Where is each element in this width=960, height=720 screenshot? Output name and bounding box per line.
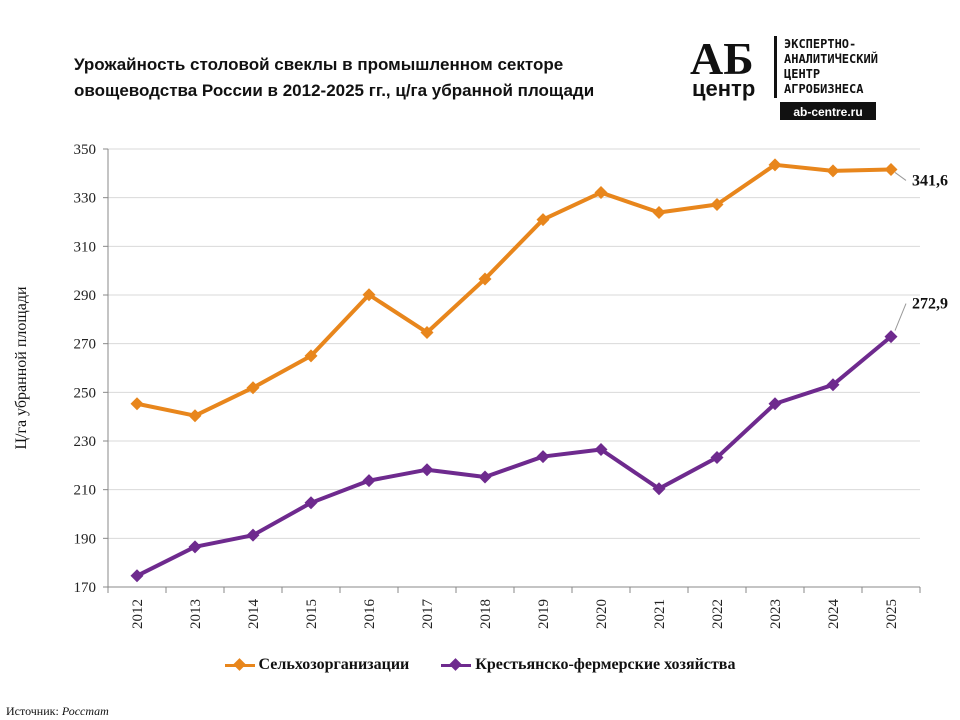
point-series-2-2013 [188, 540, 202, 554]
logo-url-box [780, 102, 876, 120]
point-series-2-2025 [884, 330, 898, 344]
x-tick-label-2021: 2021 [652, 599, 668, 629]
logo-text-line-2: АНАЛИТИЧЕСКИЙ [784, 51, 878, 66]
legend-swatch-series-2 [441, 658, 472, 672]
data-label-leader-1 [894, 172, 907, 181]
logo-url: ab-centre.ru [793, 105, 862, 119]
series-line-2 [136, 335, 893, 578]
label-layer: 341,6 272,9 [894, 172, 948, 331]
legend-item-series-1: Сельхозорганизации [224, 656, 410, 674]
y-tick-label-330: 330 [74, 191, 97, 207]
axis-layer: 170 190 210 230 250 270 290 310 330 350 2012 2013 20… [74, 142, 921, 629]
y-tick-label-350: 350 [74, 142, 97, 158]
x-tick-label-2017: 2017 [420, 599, 436, 630]
legend-label-series-1: Сельхозорганизации [258, 656, 410, 673]
point-series-1-2018 [478, 272, 492, 286]
legend-label-series-2: Крестьянско-фермерские хозяйства [475, 656, 736, 673]
y-tick-label-170: 170 [74, 580, 97, 596]
source-value: Росстат [61, 704, 109, 718]
x-tick-label-2022: 2022 [710, 599, 726, 629]
chart-title-line-2: овощеводства России в 2012-2025 гг., ц/г… [74, 81, 595, 100]
point-series-1-2021 [652, 206, 666, 220]
point-series-1-2013 [188, 409, 202, 423]
x-tick-label-2019: 2019 [536, 599, 552, 629]
chart-title: Урожайность столовой свеклы в промышленн… [74, 52, 674, 104]
point-series-1-2023 [768, 158, 782, 172]
x-tick-label-2013: 2013 [188, 599, 204, 629]
legend-swatch-series-1 [224, 658, 255, 672]
y-tick-label-190: 190 [74, 531, 97, 547]
chart-title-line-1: Урожайность столовой свеклы в промышленн… [74, 55, 564, 74]
point-series-2-2024 [826, 378, 840, 392]
point-series-1-2015 [304, 349, 318, 363]
x-tick-label-2014: 2014 [246, 599, 262, 630]
point-series-1-2024 [826, 164, 840, 178]
data-label-series-1: 341,6 [912, 172, 948, 189]
series-layer [130, 158, 898, 583]
logo-mark: АБ [690, 33, 754, 84]
point-series-1-2014 [246, 381, 260, 395]
point-series-2-2012 [130, 569, 144, 583]
logo-text-line-3: ЦЕНТР [784, 67, 820, 81]
point-series-2-2018 [478, 470, 492, 484]
y-tick-label-310: 310 [74, 239, 97, 255]
x-tick-label-2020: 2020 [594, 599, 610, 629]
logo-divider [774, 36, 777, 98]
point-series-1-2020 [594, 186, 608, 200]
y-tick-label-270: 270 [74, 337, 97, 353]
logo-mark-sub: центр [692, 76, 755, 101]
legend: Сельхозорганизации Крестьянско-фермерски… [0, 656, 960, 677]
x-tick-label-2018: 2018 [478, 599, 494, 629]
y-tick-label-250: 250 [74, 385, 97, 401]
y-axis-label: Ц/га убранной площади [13, 286, 30, 449]
x-tick-label-2012: 2012 [130, 599, 146, 629]
x-tick-label-2024: 2024 [826, 599, 842, 630]
grid-layer [108, 148, 920, 539]
data-label-leader-2 [894, 303, 907, 331]
x-tick-label-2023: 2023 [768, 599, 784, 629]
point-series-2-2014 [246, 528, 260, 542]
point-series-2-2021 [652, 482, 666, 496]
x-tick-label-2016: 2016 [362, 599, 378, 630]
point-series-2-2019 [536, 450, 550, 464]
series-line-1 [136, 162, 892, 418]
source-label: Источник: [6, 704, 59, 718]
x-tick-label-2025: 2025 [884, 599, 900, 629]
y-tick-label-290: 290 [74, 288, 97, 304]
point-series-2-2020 [594, 443, 608, 457]
source-note: Источник: Росстат [6, 704, 109, 719]
point-series-2-2017 [420, 463, 434, 477]
point-series-2-2022 [710, 451, 724, 465]
y-tick-label-230: 230 [74, 434, 97, 450]
point-series-2-2015 [304, 496, 318, 510]
point-series-2-2023 [768, 397, 782, 411]
data-label-series-2: 272,9 [912, 296, 948, 313]
point-series-1-2025 [884, 162, 898, 176]
point-series-2-2016 [362, 474, 376, 488]
x-tick-label-2015: 2015 [304, 599, 320, 629]
point-series-1-2012 [130, 397, 144, 411]
logo-text-line-4: АГРОБИЗНЕСА [784, 82, 864, 96]
point-series-1-2016 [362, 288, 376, 302]
point-series-1-2017 [420, 325, 434, 339]
point-series-1-2019 [536, 213, 550, 227]
point-series-1-2022 [710, 197, 724, 211]
y-tick-label-210: 210 [74, 483, 97, 499]
ab-centre-logo: АБ центр ЭКСПЕРТНО- АНАЛИТИЧЕСКИЙ ЦЕНТР … [690, 33, 878, 120]
logo-text-line-1: ЭКСПЕРТНО- [784, 37, 856, 51]
legend-item-series-2: Крестьянско-фермерские хозяйства [441, 656, 735, 674]
